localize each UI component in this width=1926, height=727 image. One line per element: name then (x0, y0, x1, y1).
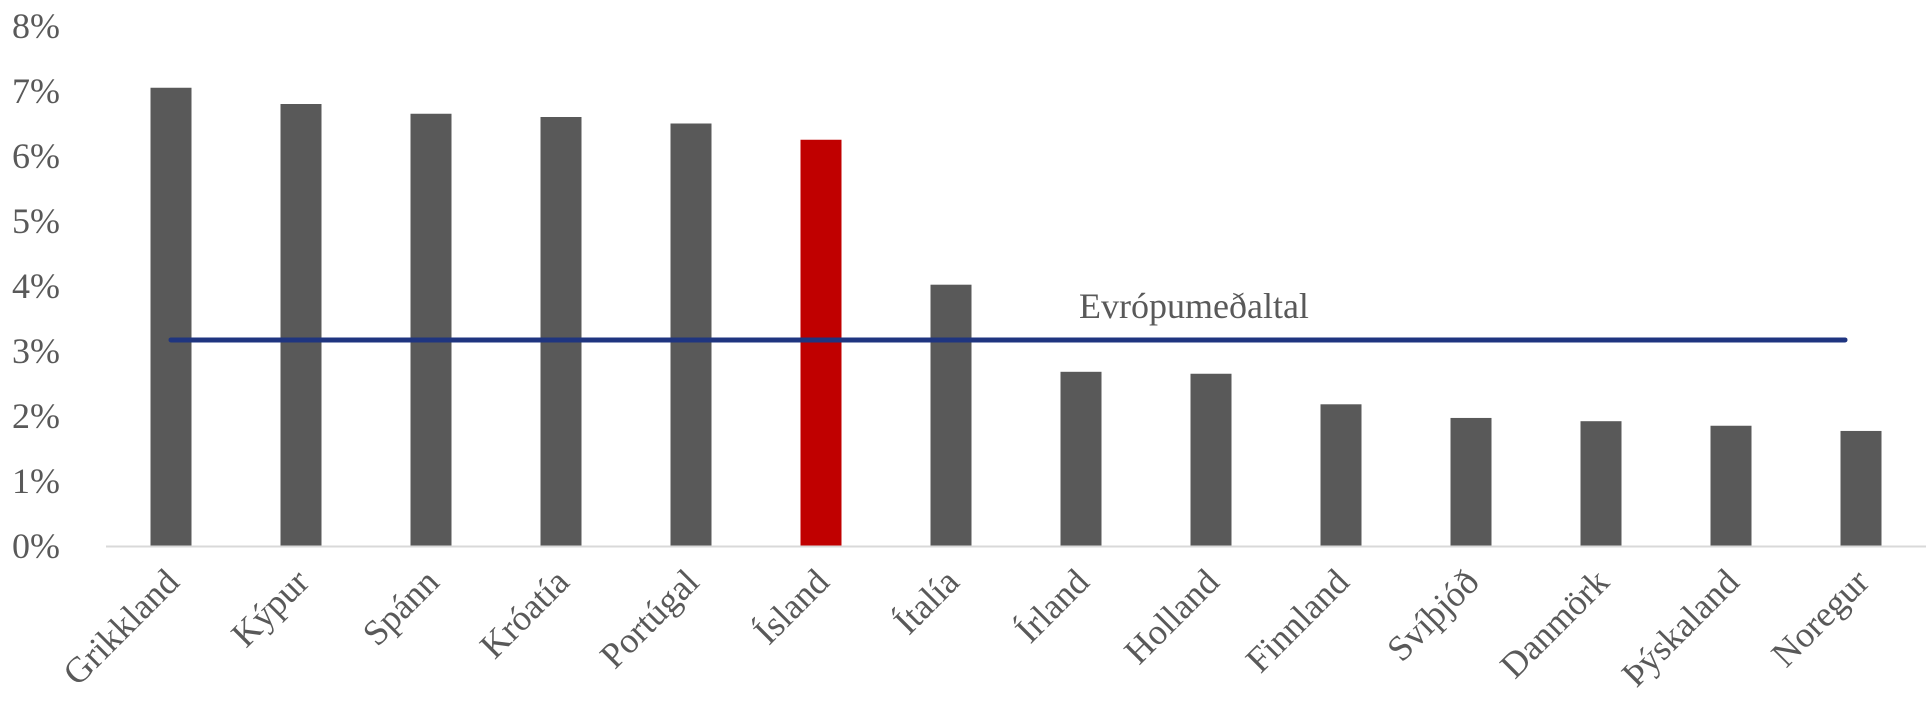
bar-holland (1190, 373, 1232, 546)
y-tick-label: 8% (12, 6, 60, 46)
bar-finnland (1320, 404, 1362, 546)
x-tick-label-noregur: Noregur (1764, 561, 1877, 674)
bar-danmork (1580, 421, 1622, 546)
bar--yskaland (1710, 425, 1752, 546)
y-tick-label: 2% (12, 396, 60, 436)
bars (150, 87, 1882, 546)
x-tick-label-island: Ísland (746, 561, 836, 651)
y-axis-ticks: 0% 1% 2% 3% 4% 5% 6% 7% 8% (12, 6, 60, 566)
x-tick-label-spann: Spánn (355, 561, 447, 653)
x-tick-label-finnland: Finnland (1238, 561, 1357, 680)
y-tick-label: 6% (12, 136, 60, 176)
reference-line-label: Evrópumeðaltal (1079, 286, 1309, 326)
bar-irland (1060, 371, 1102, 546)
x-tick-label--yskaland: Þýskaland (1614, 561, 1747, 694)
x-tick-label-svi-jo-: Svíþjóð (1379, 561, 1487, 669)
x-tick-label-portugal: Portúgal (592, 561, 707, 676)
bar-noregur (1840, 430, 1882, 546)
y-tick-label: 1% (12, 461, 60, 501)
x-tick-label-kroatia: Króatía (472, 561, 577, 666)
x-tick-label-kypur: Kýpur (223, 561, 316, 654)
bar-grikkland (150, 87, 192, 546)
x-tick-label-holland: Holland (1116, 561, 1226, 671)
bar-portugal (670, 123, 712, 546)
bar-kypur (280, 104, 322, 546)
y-tick-label: 3% (12, 331, 60, 371)
x-tick-label-grikkland: Grikkland (55, 561, 186, 692)
x-tick-label-italia: Ítalía (886, 561, 967, 642)
bar-kroatia (540, 117, 582, 546)
y-tick-label: 7% (12, 71, 60, 111)
bar-island (800, 139, 842, 546)
x-axis-labels: Grikkland Kýpur Spánn Króatía Portúgal Ísland… (55, 561, 1877, 694)
y-tick-label: 4% (12, 266, 60, 306)
bar-spann (410, 113, 452, 546)
x-tick-label-irland: Írland (1008, 561, 1097, 650)
bar-svi-jo- (1450, 417, 1492, 546)
y-tick-label: 0% (12, 526, 60, 566)
bar-italia (930, 284, 972, 546)
x-tick-label-danmork: Danmörk (1492, 561, 1616, 685)
y-tick-label: 5% (12, 201, 60, 241)
